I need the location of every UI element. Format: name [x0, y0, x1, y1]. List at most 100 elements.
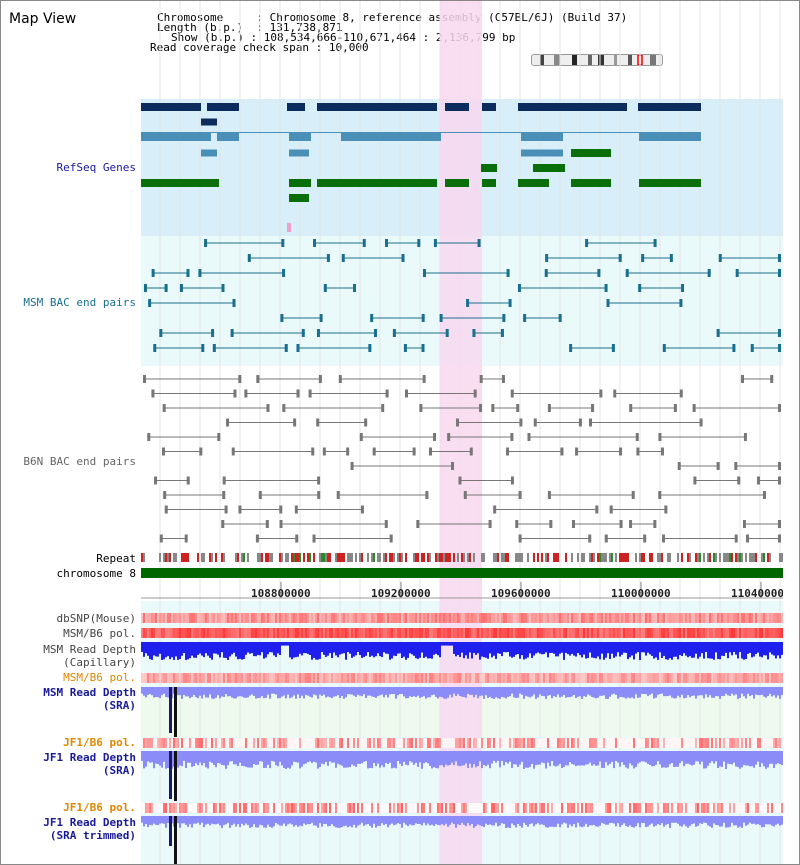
- msm-sra-depth-bar: [373, 687, 375, 697]
- dbsnp-cell: [223, 613, 225, 623]
- jf1-pol-cell: [511, 738, 513, 748]
- jf1-pol-cell: [143, 738, 145, 748]
- jf1-trimmed-depth-bar: [415, 816, 417, 824]
- repeat-element: [303, 553, 305, 562]
- msm-sra-depth-bar: [367, 687, 369, 696]
- msm-pol-cell: [283, 628, 285, 638]
- jf1-pol-2-cell: [223, 803, 225, 813]
- jf1-trimmed-depth-bar: [703, 816, 705, 823]
- msm-pol-2-cell: [689, 673, 691, 683]
- repeat-element: [165, 553, 167, 562]
- msm-sra-depth-bar: [165, 687, 167, 698]
- msm-sra-depth-bar: [685, 687, 687, 698]
- msm-capillary-depth-bar: [353, 642, 355, 657]
- msm-sra-depth-bar: [705, 687, 707, 695]
- jf1-pol-cell: [705, 738, 707, 748]
- jf1-trimmed-depth-bar: [405, 816, 407, 825]
- b6n-bac-pair-start: [359, 433, 363, 441]
- msm-capillary-depth-bar: [463, 642, 465, 659]
- msm-capillary-depth-bar: [729, 642, 731, 653]
- repeat-element: [159, 553, 161, 562]
- msm-pol-2-cell: [271, 673, 273, 683]
- msm-sra-depth-bar: [693, 687, 695, 696]
- jf1-sra-depth-bar: [687, 751, 689, 764]
- jf1-pol-cell: [283, 738, 285, 748]
- jf1-sra-depth-bar: [567, 751, 569, 766]
- msm-pol-cell: [517, 628, 519, 638]
- jf1-b6-pol-label-2: JF1/B6 pol.: [63, 801, 136, 814]
- msm-capillary-depth-bar: [469, 642, 471, 653]
- jf1-sra-depth-bar: [765, 751, 767, 769]
- msm-capillary-depth-bar: [761, 642, 763, 658]
- msm-pol-2-cell: [745, 673, 747, 683]
- jf1-pol-2-cell: [145, 803, 147, 813]
- jf1-sra-depth-bar: [467, 751, 469, 768]
- jf1-pol-cell: [217, 738, 219, 748]
- jf1-trimmed-depth-bar: [417, 816, 419, 825]
- msm-capillary-depth-bar: [599, 642, 601, 660]
- chromosome-ideogram[interactable]: [531, 54, 663, 66]
- jf1-trimmed-depth-bar: [177, 816, 179, 824]
- msm-sra-depth-bar: [185, 687, 187, 697]
- msm-capillary-depth-bar: [297, 642, 299, 657]
- jf1-pol-cell: [383, 738, 385, 748]
- jf1-sra-depth-bar: [151, 751, 153, 763]
- msm-bac-pair-end: [477, 239, 481, 247]
- jf1-trimmed-depth-bar: [625, 816, 627, 826]
- jf1-pol-2-cell: [229, 803, 231, 813]
- msm-pol-2-cell: [609, 673, 611, 683]
- msm-pol-2-cell: [601, 673, 603, 683]
- msm-capillary-depth-bar: [759, 642, 761, 657]
- b6n-bac-pair-start: [692, 404, 696, 412]
- msm-capillary-depth-bar: [685, 642, 687, 656]
- b6n-bac-pair-end: [364, 418, 368, 427]
- jf1-pol-2-cell: [477, 803, 479, 813]
- repeat-element: [401, 553, 403, 562]
- msm-sra-depth-bar: [345, 687, 347, 698]
- jf1-pol-cell: [365, 738, 367, 748]
- genome-plot-area[interactable]: 108800000 109200000 109600000 110000000 1104…: [141, 1, 783, 864]
- jf1-sra-depth-bar: [601, 751, 603, 768]
- repeat-element: [279, 553, 281, 562]
- msm-capillary-depth-bar: [513, 642, 515, 657]
- jf1-trimmed-depth-bar: [245, 816, 247, 824]
- jf1-trimmed-depth-bar: [745, 816, 747, 826]
- b6n-bac-pair-start: [677, 462, 681, 470]
- msm-capillary-depth-bar: [569, 642, 571, 656]
- jf1-sra-depth-bar: [369, 751, 371, 768]
- jf1-trimmed-depth-bar: [437, 816, 439, 825]
- msm-pol-cell: [689, 628, 691, 638]
- b6n-bac-pair-start: [547, 491, 551, 499]
- msm-bac-pair-start: [392, 329, 396, 337]
- b6n-bac-pair-start: [479, 375, 483, 383]
- msm-pol-cell: [581, 628, 583, 638]
- msm-pol-cell: [615, 628, 617, 638]
- msm-bac-pair-start: [466, 299, 470, 307]
- jf1-trimmed-depth-bar: [431, 816, 433, 825]
- msm-bac-pair-end: [778, 329, 781, 337]
- jf1-pol-2-cell: [777, 803, 779, 813]
- msm-pol-cell: [709, 628, 711, 638]
- msm-sra-depth-bar: [601, 687, 603, 696]
- msm-bac-pair-start: [662, 344, 666, 352]
- msm-pol-2-cell: [533, 673, 535, 683]
- msm-capillary-depth-bar: [777, 642, 779, 656]
- jf1-sra-depth-bar: [415, 751, 417, 763]
- jf1-pol-cell: [755, 738, 757, 748]
- b6n-bac-pair-end: [510, 433, 514, 441]
- msm-pol-cell: [751, 628, 753, 638]
- jf1-sra-depth-bar: [645, 751, 647, 763]
- jf1-pol-cell: [397, 738, 399, 748]
- jf1-pol-cell: [387, 738, 389, 748]
- jf1-pol-2-cell: [257, 803, 259, 813]
- msm-capillary-depth-bar: [675, 642, 677, 657]
- genome-tracks-svg[interactable]: 108800000 109200000 109600000 110000000 1104…: [141, 1, 783, 864]
- msm-pol-cell: [331, 628, 333, 638]
- msm-capillary-depth-bar: [577, 642, 579, 654]
- dbsnp-cell: [307, 613, 309, 623]
- repeat-element: [627, 553, 629, 562]
- jf1-trimmed-depth-bar: [387, 816, 389, 828]
- msm-capillary-depth-bar: [441, 642, 443, 646]
- jf1-sra-depth-bar: [275, 751, 277, 766]
- msm-pol-cell: [595, 628, 597, 638]
